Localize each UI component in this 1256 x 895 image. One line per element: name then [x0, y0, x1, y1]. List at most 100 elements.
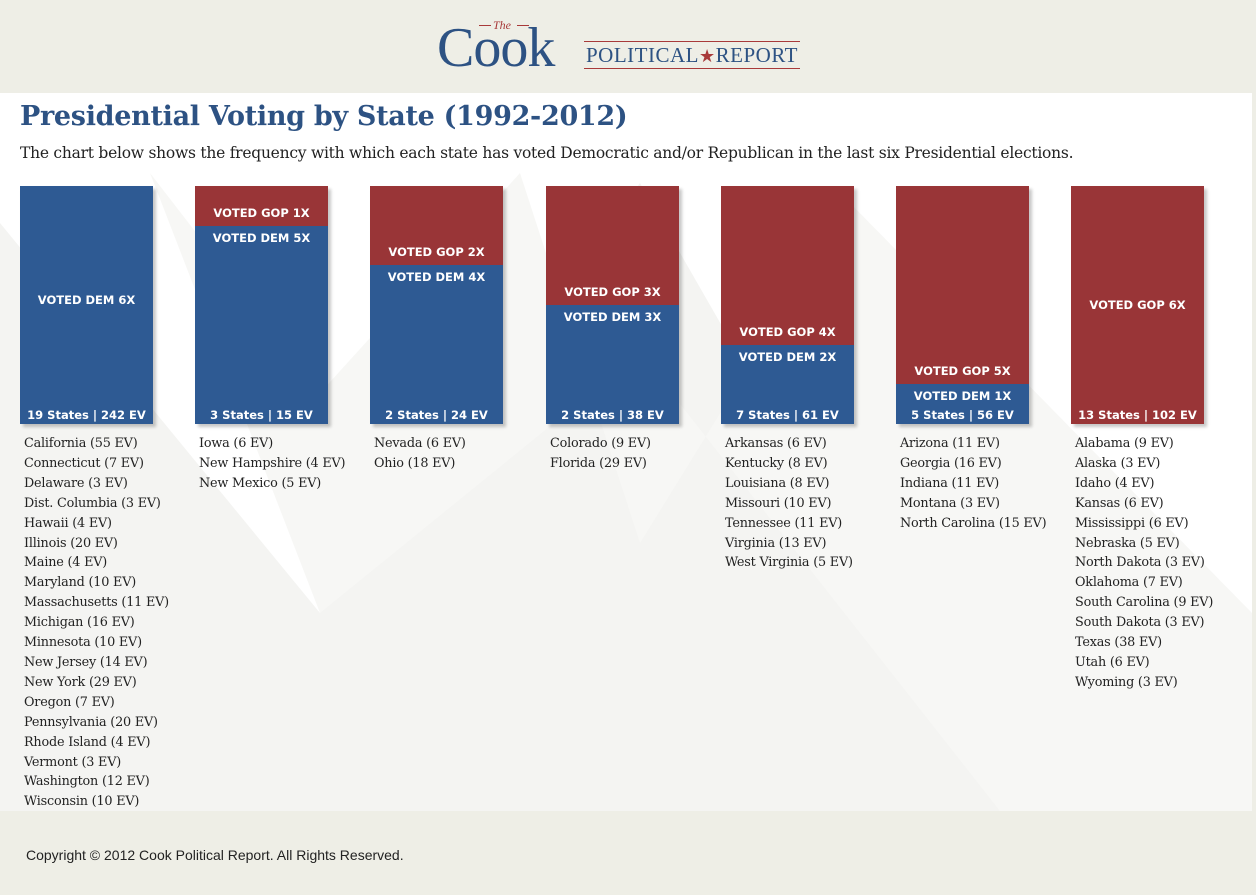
star-icon: ★ — [699, 46, 716, 66]
state-list-item: Wisconsin (10 EV) — [24, 794, 140, 810]
data-label-dem: VOTED DEM 6X — [37, 293, 136, 307]
state-list-item: Michigan (16 EV) — [24, 615, 135, 631]
state-list-item: Ohio (18 EV) — [374, 455, 456, 471]
logo-report-word: REPORT — [715, 43, 798, 67]
state-list-item: Maryland (10 EV) — [24, 575, 137, 591]
bar-category-label: 2 States | 24 EV — [385, 408, 488, 422]
page-title: Presidential Voting by State (1992-2012) — [20, 101, 628, 132]
state-list: Colorado (9 EV) Florida (29 EV) — [546, 434, 679, 474]
bar-category-label: 19 States | 242 EV — [27, 408, 146, 422]
bar-category-label: 3 States | 15 EV — [210, 408, 313, 422]
state-list-item: Alabama (9 EV) — [1075, 436, 1174, 451]
state-list-item: Massachusetts (11 EV) — [24, 595, 169, 611]
bar-segment-dem — [195, 226, 328, 424]
state-list-item: New Mexico (5 EV) — [199, 475, 322, 491]
state-list-item: Dist. Columbia (3 EV) — [24, 495, 161, 511]
data-label-gop: VOTED GOP 6X — [1089, 298, 1186, 312]
site-footer: Copyright © 2012 Cook Political Report. … — [0, 811, 1256, 895]
stacked-bar[interactable]: VOTED GOP 3X VOTED DEM 3X 2 States | 38 EV — [546, 186, 679, 424]
bar-group: VOTED DEM 6X 19 States | 242 EV California… — [20, 186, 169, 811]
state-list: California (55 EV) Connecticut (7 EV) Dela… — [20, 434, 169, 811]
state-list-item: Hawaii (4 EV) — [24, 515, 112, 531]
copyright-text: Copyright © 2012 Cook Political Report. … — [26, 847, 404, 863]
state-list-item: Illinois (20 EV) — [24, 535, 118, 551]
logo-political: POLITICAL — [586, 43, 699, 67]
bar-segment-dem — [896, 384, 1029, 424]
state-list-item: Louisiana (8 EV) — [725, 475, 830, 491]
bar-segment-dem — [370, 265, 503, 424]
bar-segment-dem — [721, 345, 854, 424]
state-list-item: Tennessee (11 EV) — [725, 515, 843, 531]
state-list-item: Colorado (9 EV) — [550, 436, 651, 451]
data-label-gop: VOTED GOP 5X — [914, 364, 1011, 378]
state-list-item: Florida (29 EV) — [550, 455, 647, 471]
stacked-bar[interactable]: VOTED DEM 6X 19 States | 242 EV — [20, 186, 153, 424]
state-list-item: Nevada (6 EV) — [374, 436, 466, 451]
state-list-item: South Carolina (9 EV) — [1075, 595, 1214, 611]
stacked-bar[interactable]: VOTED GOP 1X VOTED DEM 5X 3 States | 15 EV — [195, 186, 328, 424]
state-list-item: Georgia (16 EV) — [900, 455, 1002, 471]
logo-rule — [517, 25, 529, 26]
data-label-gop: VOTED GOP 1X — [213, 206, 310, 220]
logo-the: The — [493, 18, 511, 32]
bar-group: VOTED GOP 6X 13 States | 102 EV Alabama (9… — [1071, 186, 1214, 693]
state-list-item: Delaware (3 EV) — [24, 475, 128, 491]
state-list-item: New Jersey (14 EV) — [24, 654, 148, 670]
bar-category-label: 13 States | 102 EV — [1078, 408, 1197, 422]
cook-political-report-logo[interactable]: The Cook POLITICAL★REPORT — [437, 14, 827, 76]
state-list-item: Montana (3 EV) — [900, 495, 1000, 511]
bar-category-label: 7 States | 61 EV — [736, 408, 839, 422]
data-label-dem: VOTED DEM 3X — [563, 310, 662, 324]
state-list-item: Missouri (10 EV) — [725, 495, 832, 511]
bar-segment-dem — [546, 305, 679, 424]
logo-political-report: POLITICAL★REPORT — [584, 41, 800, 69]
state-list-item: New York (29 EV) — [24, 674, 137, 690]
state-list: Arkansas (6 EV) Kentucky (8 EV) Louisiana … — [721, 434, 854, 573]
data-label-gop: VOTED GOP 3X — [564, 285, 661, 299]
bar-category-label: 5 States | 56 EV — [911, 408, 1014, 422]
state-list-item: Arkansas (6 EV) — [725, 436, 827, 451]
state-list-item: Utah (6 EV) — [1075, 654, 1150, 670]
state-list-item: Pennsylvania (20 EV) — [24, 714, 158, 730]
stacked-bar[interactable]: VOTED GOP 6X 13 States | 102 EV — [1071, 186, 1204, 424]
data-label-gop: VOTED GOP 4X — [739, 325, 836, 339]
state-list-item: Kentucky (8 EV) — [725, 455, 828, 471]
stacked-bar[interactable]: VOTED GOP 4X VOTED DEM 2X 7 States | 61 EV — [721, 186, 854, 424]
state-list-item: Rhode Island (4 EV) — [24, 734, 151, 750]
data-label-dem: VOTED DEM 4X — [387, 270, 486, 284]
state-list-item: Oklahoma (7 EV) — [1075, 575, 1183, 591]
state-list-item: Texas (38 EV) — [1075, 635, 1162, 651]
state-list-item: Maine (4 EV) — [24, 555, 108, 571]
state-list-item: Mississippi (6 EV) — [1075, 515, 1189, 531]
data-label-gop: VOTED GOP 2X — [388, 245, 485, 259]
page-subtitle: The chart below shows the frequency with… — [20, 144, 1074, 162]
bar-segment-gop — [896, 186, 1029, 384]
logo-rule — [479, 25, 491, 26]
state-list-item: North Carolina (15 EV) — [900, 515, 1047, 531]
state-list-item: Washington (12 EV) — [24, 774, 150, 790]
bar-group: VOTED GOP 1X VOTED DEM 5X 3 States | 15 EV… — [195, 186, 346, 494]
state-list-item: Connecticut (7 EV) — [24, 455, 144, 471]
bar-group: VOTED GOP 3X VOTED DEM 3X 2 States | 38 EV… — [546, 186, 679, 474]
bar-group: VOTED GOP 2X VOTED DEM 4X 2 States | 24 EV… — [370, 186, 503, 474]
state-list-item: Virginia (13 EV) — [725, 535, 827, 551]
bar-group: VOTED GOP 5X VOTED DEM 1X 5 States | 56 EV… — [896, 186, 1047, 534]
state-list-item: Wyoming (3 EV) — [1075, 674, 1178, 690]
stacked-bar[interactable]: VOTED GOP 2X VOTED DEM 4X 2 States | 24 EV — [370, 186, 503, 424]
state-list-item: North Dakota (3 EV) — [1075, 555, 1205, 571]
state-list: Nevada (6 EV) Ohio (18 EV) — [370, 434, 503, 474]
state-list: Arizona (11 EV) Georgia (16 EV) Indiana (1… — [896, 434, 1047, 534]
state-list: Alabama (9 EV) Alaska (3 EV) Idaho (4 EV) K… — [1071, 434, 1214, 693]
site-header: The Cook POLITICAL★REPORT — [0, 0, 1256, 93]
data-label-dem: VOTED DEM 2X — [738, 350, 837, 364]
state-list-item: Idaho (4 EV) — [1075, 475, 1155, 491]
state-list: Iowa (6 EV) New Hampshire (4 EV) New Mexic… — [195, 434, 346, 494]
bar-segment-gop — [1071, 186, 1204, 424]
data-label-dem: VOTED DEM 5X — [212, 231, 311, 245]
state-list-item: Minnesota (10 EV) — [24, 635, 142, 651]
stacked-bar[interactable]: VOTED GOP 5X VOTED DEM 1X 5 States | 56 EV — [896, 186, 1029, 424]
bar-segment-gop — [195, 186, 328, 226]
chart-panel: Presidential Voting by State (1992-2012)… — [0, 93, 1252, 811]
state-list-item: California (55 EV) — [24, 436, 138, 451]
state-list-item: Vermont (3 EV) — [24, 754, 122, 770]
